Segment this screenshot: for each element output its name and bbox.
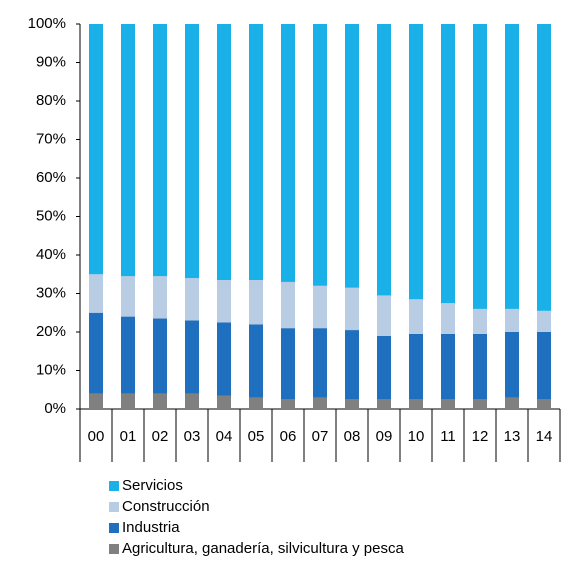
- bar-segment: [473, 24, 487, 309]
- bar-segment: [345, 399, 359, 409]
- bar-segment: [217, 280, 231, 323]
- bar-segment: [313, 397, 327, 409]
- bar-segment: [89, 312, 103, 394]
- bar-segment: [345, 24, 359, 288]
- x-tick-label: 14: [536, 428, 553, 445]
- bar-segment: [537, 399, 551, 409]
- y-tick-label: 40%: [36, 246, 66, 263]
- legend-label: Agricultura, ganadería, silvicultura y p…: [122, 540, 404, 557]
- x-tick-label: 07: [312, 428, 329, 445]
- bar-segment: [537, 310, 551, 332]
- x-tick-label: 02: [152, 428, 169, 445]
- bar-segment: [313, 285, 327, 329]
- x-tick-label: 00: [88, 428, 105, 445]
- legend-label: Servicios: [122, 477, 183, 494]
- bar-segment: [249, 324, 263, 398]
- bar-segment: [441, 24, 455, 304]
- bar-segment: [185, 24, 199, 279]
- legend-swatch: [109, 502, 119, 512]
- bar-segment: [249, 24, 263, 281]
- bar-segment: [281, 399, 295, 409]
- bar-segment: [377, 335, 391, 400]
- x-tick-label: 06: [280, 428, 297, 445]
- y-tick-label: 20%: [36, 323, 66, 340]
- x-tick-label: 09: [376, 428, 393, 445]
- bar-segment: [121, 316, 135, 394]
- bar-segment: [537, 24, 551, 311]
- bar-segment: [345, 287, 359, 331]
- legend-label: Construcción: [122, 498, 210, 515]
- bar-segment: [249, 397, 263, 409]
- bar-segment: [473, 399, 487, 409]
- x-tick-label: 03: [184, 428, 201, 445]
- bar-segment: [409, 333, 423, 400]
- x-tick-label: 12: [472, 428, 489, 445]
- bar-segment: [121, 24, 135, 277]
- bar-segment: [121, 393, 135, 409]
- y-tick-label: 10%: [36, 361, 66, 378]
- bar-segment: [121, 276, 135, 317]
- bar-segment: [185, 320, 199, 394]
- y-tick-label: 70%: [36, 130, 66, 147]
- bar-segment: [153, 24, 167, 277]
- bar-segment: [377, 295, 391, 336]
- bar-segment: [505, 397, 519, 409]
- bar-segment: [249, 280, 263, 325]
- x-tick-label: 13: [504, 428, 521, 445]
- x-tick-label: 10: [408, 428, 425, 445]
- bar-segment: [537, 332, 551, 400]
- bar-segment: [153, 393, 167, 409]
- bar-segment: [217, 395, 231, 409]
- bar-segment: [89, 24, 103, 275]
- bar-segment: [217, 24, 231, 281]
- bar-segment: [281, 281, 295, 329]
- y-tick-label: 0%: [44, 400, 66, 417]
- y-tick-label: 100%: [28, 15, 66, 32]
- bar-segment: [281, 24, 295, 282]
- y-tick-label: 60%: [36, 169, 66, 186]
- bar-segment: [441, 333, 455, 400]
- bar-segment: [377, 399, 391, 409]
- x-tick-label: 08: [344, 428, 361, 445]
- x-tick-label: 04: [216, 428, 233, 445]
- bar-segment: [409, 299, 423, 334]
- bar-segment: [89, 393, 103, 409]
- x-tick-label: 11: [440, 428, 456, 445]
- bar-segment: [153, 318, 167, 394]
- bar-segment: [441, 303, 455, 334]
- bar-segment: [473, 333, 487, 400]
- x-tick-label: 05: [248, 428, 265, 445]
- bar-segment: [281, 328, 295, 400]
- bar-segment: [313, 328, 327, 398]
- bar-segment: [185, 278, 199, 321]
- bar-segment: [313, 24, 327, 286]
- bar-segment: [441, 399, 455, 409]
- bar-segment: [409, 399, 423, 409]
- bar-segment: [505, 332, 519, 398]
- x-tick-label: 01: [120, 428, 137, 445]
- bar-segment: [505, 24, 519, 309]
- bar-segment: [473, 308, 487, 334]
- bar-segment: [153, 276, 167, 319]
- bar-segment: [185, 393, 199, 409]
- y-tick-label: 30%: [36, 284, 66, 301]
- y-tick-label: 50%: [36, 207, 66, 224]
- bar-segment: [345, 330, 359, 400]
- legend-label: Industria: [122, 519, 180, 536]
- legend-swatch: [109, 481, 119, 491]
- y-tick-label: 90%: [36, 53, 66, 70]
- bar-segment: [505, 308, 519, 332]
- legend-swatch: [109, 523, 119, 533]
- legend-swatch: [109, 544, 119, 554]
- bar-segment: [217, 322, 231, 396]
- bar-segment: [377, 24, 391, 296]
- bar-segment: [89, 274, 103, 313]
- y-tick-label: 80%: [36, 92, 66, 109]
- bar-segment: [409, 24, 423, 300]
